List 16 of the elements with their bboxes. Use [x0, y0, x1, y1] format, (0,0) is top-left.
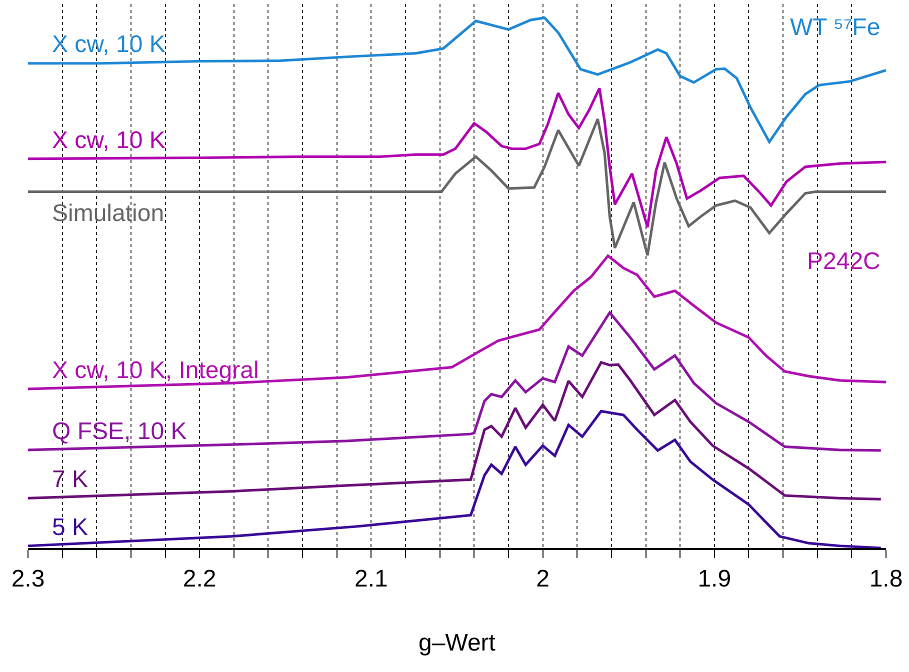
- annotation: WT ⁵⁷Fe: [790, 14, 880, 41]
- series-label: Q FSE, 10 K: [52, 418, 187, 445]
- x-tick-label: 1.8: [869, 566, 903, 593]
- x-tick-label: 2.1: [354, 566, 388, 593]
- series-label: X cw, 10 K, Integral: [52, 357, 259, 384]
- series-label: 5 K: [52, 514, 88, 541]
- series-label: X cw, 10 K: [52, 127, 166, 154]
- x-tick-label: 2.2: [182, 566, 216, 593]
- x-axis-title: g–Wert: [418, 629, 496, 656]
- x-tick-label: 2.3: [11, 566, 45, 593]
- series-label: 7 K: [52, 466, 88, 493]
- x-tick-label: 1.9: [698, 566, 732, 593]
- series-label: Simulation: [52, 200, 164, 227]
- x-tick-label: 2: [536, 566, 550, 593]
- series-label: X cw, 10 K: [52, 31, 166, 58]
- annotation: P242C: [807, 248, 880, 275]
